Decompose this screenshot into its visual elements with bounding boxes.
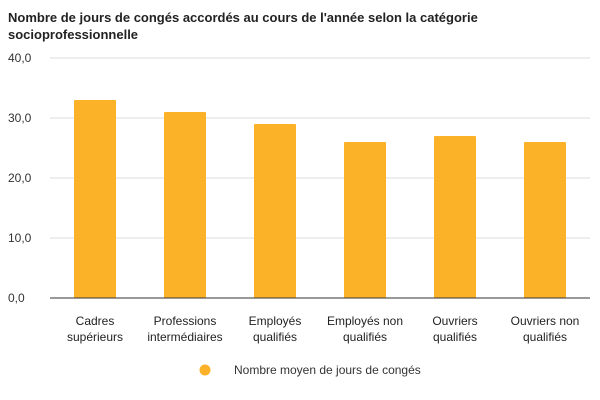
- x-tick-label-line: Professions: [154, 314, 217, 328]
- x-tick-label: Ouvriers non qualifiés: [511, 314, 580, 344]
- bar: [434, 136, 476, 298]
- x-tick-label-line: qualifiés: [433, 330, 477, 344]
- y-tick-label: 30,0: [8, 111, 32, 125]
- x-tick-label-line: Cadres: [76, 314, 115, 328]
- x-tick-label-line: intermédiaires: [147, 330, 222, 344]
- x-tick-label: Cadres supérieurs: [67, 314, 123, 344]
- x-tick-label: Employés non qualifiés: [327, 314, 403, 344]
- x-tick-label-line: qualifiés: [253, 330, 297, 344]
- x-tick-label: Ouvriers qualifiés: [432, 314, 477, 344]
- x-tick-label-line: Ouvriers non: [511, 314, 580, 328]
- x-tick-label-line: qualifiés: [343, 330, 387, 344]
- x-tick-label-line: Ouvriers: [432, 314, 477, 328]
- bar: [524, 142, 566, 298]
- y-tick-label: 20,0: [8, 171, 32, 185]
- bar: [164, 112, 206, 298]
- x-tick-label-line: supérieurs: [67, 330, 123, 344]
- y-tick-label: 40,0: [8, 51, 32, 65]
- x-tick-label: Professions intermédiaires: [147, 314, 222, 344]
- x-tick-label-line: qualifiés: [523, 330, 567, 344]
- y-tick-label: 10,0: [8, 231, 32, 245]
- y-tick-label: 0,0: [8, 291, 25, 305]
- x-tick-label: Employés qualifiés: [249, 314, 302, 344]
- x-axis-category-labels: Cadres supérieurs Professions intermédiaire…: [67, 314, 579, 344]
- bar: [254, 124, 296, 298]
- chart-title: Nombre de jours de congés accordés au co…: [8, 10, 478, 42]
- bar: [344, 142, 386, 298]
- legend-label: Nombre moyen de jours de congés: [234, 363, 421, 377]
- legend-marker: [199, 364, 211, 376]
- grid-lines: [50, 57, 590, 239]
- x-tick-label-line: Employés: [249, 314, 302, 328]
- legend: Nombre moyen de jours de congés: [199, 363, 421, 377]
- x-tick-label-line: Employés non: [327, 314, 403, 328]
- bar: [74, 100, 116, 298]
- bars: [74, 100, 566, 298]
- y-axis-ticks: 0,0 10,0 20,0 30,0 40,0: [8, 51, 32, 305]
